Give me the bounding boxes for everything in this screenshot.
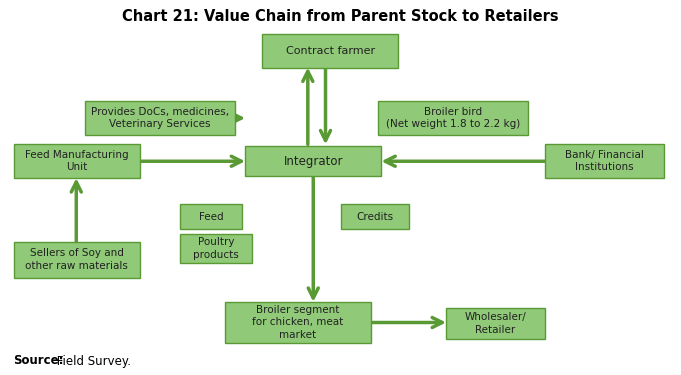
Text: Bank/ Financial
Institutions: Bank/ Financial Institutions xyxy=(565,150,644,172)
Text: Poultry
products: Poultry products xyxy=(193,237,239,260)
FancyBboxPatch shape xyxy=(340,204,409,229)
Text: Broiler bird
(Net weight 1.8 to 2.2 kg): Broiler bird (Net weight 1.8 to 2.2 kg) xyxy=(385,107,520,129)
FancyBboxPatch shape xyxy=(262,34,398,68)
FancyBboxPatch shape xyxy=(245,146,381,176)
FancyBboxPatch shape xyxy=(14,242,140,278)
Text: Broiler segment
for chicken, meat
market: Broiler segment for chicken, meat market xyxy=(253,305,343,340)
FancyBboxPatch shape xyxy=(180,204,242,229)
FancyBboxPatch shape xyxy=(85,101,235,135)
Text: Credits: Credits xyxy=(356,211,393,222)
Text: Contract farmer: Contract farmer xyxy=(286,46,375,56)
Text: Chart 21: Value Chain from Parent Stock to Retailers: Chart 21: Value Chain from Parent Stock … xyxy=(122,9,559,24)
FancyBboxPatch shape xyxy=(14,144,140,178)
Text: Sellers of Soy and
other raw materials: Sellers of Soy and other raw materials xyxy=(25,249,128,271)
Text: Field Survey.: Field Survey. xyxy=(53,354,131,368)
Text: Feed: Feed xyxy=(199,211,223,222)
Text: Integrator: Integrator xyxy=(283,155,343,168)
Text: Wholesaler/
Retailer: Wholesaler/ Retailer xyxy=(464,312,526,334)
Text: Source:: Source: xyxy=(14,354,64,368)
FancyBboxPatch shape xyxy=(378,101,528,135)
Text: Feed Manufacturing
Unit: Feed Manufacturing Unit xyxy=(25,150,129,172)
FancyBboxPatch shape xyxy=(225,302,371,343)
FancyBboxPatch shape xyxy=(180,234,252,262)
FancyBboxPatch shape xyxy=(545,144,664,178)
FancyBboxPatch shape xyxy=(446,308,545,339)
Text: Provides DoCs, medicines,
Veterinary Services: Provides DoCs, medicines, Veterinary Ser… xyxy=(91,107,229,129)
